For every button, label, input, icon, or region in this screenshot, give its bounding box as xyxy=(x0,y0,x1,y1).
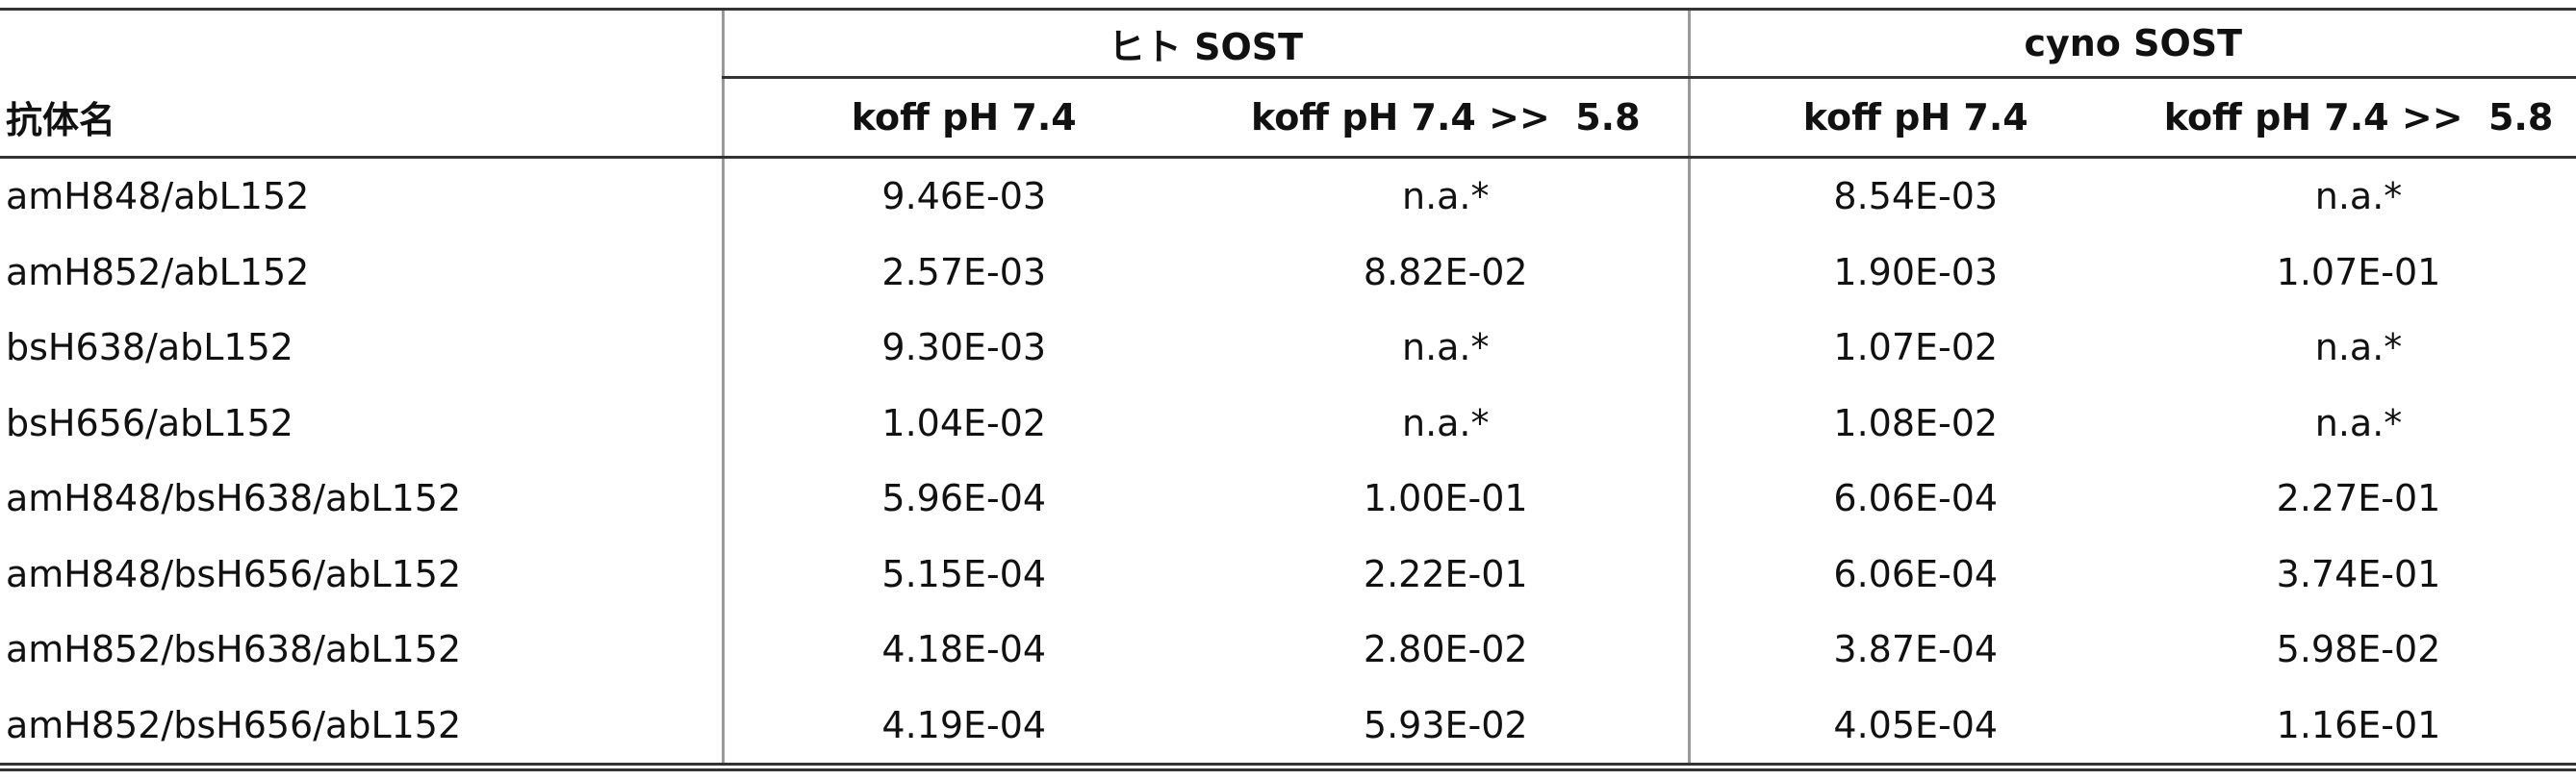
page: ヒト SOST cyno SOST 抗体名 koff pH 7.4 koff p… xyxy=(0,8,2576,780)
koff-value: 4.19E-04 xyxy=(723,688,1204,767)
data-table: ヒト SOST cyno SOST 抗体名 koff pH 7.4 koff p… xyxy=(0,8,2576,771)
group-header: ヒト SOST xyxy=(723,10,1689,78)
koff-value: n.a.* xyxy=(2141,310,2576,386)
koff-value: 2.57E-03 xyxy=(723,235,1204,311)
column-header: koff pH 7.4 >> 5.8 xyxy=(1204,78,1689,158)
koff-value: 2.22E-01 xyxy=(1204,537,1689,613)
antibody-name: amH848/abL152 xyxy=(0,158,723,235)
group-header: cyno SOST xyxy=(1689,10,2576,78)
table-body: amH848/abL1529.46E-03n.a.*8.54E-03n.a.*a… xyxy=(0,158,2576,767)
antibody-name: amH848/bsH656/abL152 xyxy=(0,537,723,613)
koff-value: 6.06E-04 xyxy=(1689,537,2141,613)
koff-value: 1.16E-01 xyxy=(2141,688,2576,767)
antibody-name: bsH656/abL152 xyxy=(0,386,723,462)
koff-value: n.a.* xyxy=(2141,158,2576,235)
koff-value: 3.74E-01 xyxy=(2141,537,2576,613)
antibody-name: amH848/bsH638/abL152 xyxy=(0,461,723,537)
koff-value: 1.07E-02 xyxy=(1689,310,2141,386)
koff-value: 8.54E-03 xyxy=(1689,158,2141,235)
koff-value: 8.82E-02 xyxy=(1204,235,1689,311)
koff-value: 9.30E-03 xyxy=(723,310,1204,386)
koff-value: n.a.* xyxy=(1204,158,1689,235)
table-row: amH852/bsH638/abL1524.18E-042.80E-023.87… xyxy=(0,612,2576,688)
table-row: bsH638/abL1529.30E-03n.a.*1.07E-02n.a.* xyxy=(0,310,2576,386)
antibody-name: amH852/bsH656/abL152 xyxy=(0,688,723,767)
koff-value: n.a.* xyxy=(1204,386,1689,462)
koff-value: 3.87E-04 xyxy=(1689,612,2141,688)
koff-value: 1.04E-02 xyxy=(723,386,1204,462)
koff-value: 5.15E-04 xyxy=(723,537,1204,613)
column-header: koff pH 7.4 xyxy=(723,78,1204,158)
koff-value: 1.08E-02 xyxy=(1689,386,2141,462)
koff-value: 5.96E-04 xyxy=(723,461,1204,537)
group-header-row: ヒト SOST cyno SOST xyxy=(0,10,2576,78)
koff-value: 6.06E-04 xyxy=(1689,461,2141,537)
column-header-row: 抗体名 koff pH 7.4 koff pH 7.4 >> 5.8 koff … xyxy=(0,78,2576,158)
koff-value: 1.07E-01 xyxy=(2141,235,2576,311)
koff-value: 1.00E-01 xyxy=(1204,461,1689,537)
column-header: koff pH 7.4 >> 5.8 xyxy=(2141,78,2576,158)
table-row: amH848/bsH656/abL1525.15E-042.22E-016.06… xyxy=(0,537,2576,613)
table-row: amH848/abL1529.46E-03n.a.*8.54E-03n.a.* xyxy=(0,158,2576,235)
antibody-name: amH852/bsH638/abL152 xyxy=(0,612,723,688)
koff-value: 1.90E-03 xyxy=(1689,235,2141,311)
table-row: bsH656/abL1521.04E-02n.a.*1.08E-02n.a.* xyxy=(0,386,2576,462)
koff-value: 2.27E-01 xyxy=(2141,461,2576,537)
empty-cell xyxy=(0,10,723,78)
koff-value: 5.93E-02 xyxy=(1204,688,1689,767)
table-row: amH852/bsH656/abL1524.19E-045.93E-024.05… xyxy=(0,688,2576,767)
koff-value: 9.46E-03 xyxy=(723,158,1204,235)
koff-value: n.a.* xyxy=(2141,386,2576,462)
koff-value: 4.05E-04 xyxy=(1689,688,2141,767)
table-row: amH848/bsH638/abL1525.96E-041.00E-016.06… xyxy=(0,461,2576,537)
koff-value: 4.18E-04 xyxy=(723,612,1204,688)
koff-value: 5.98E-02 xyxy=(2141,612,2576,688)
koff-value: 2.80E-02 xyxy=(1204,612,1689,688)
column-header: koff pH 7.4 xyxy=(1689,78,2141,158)
antibody-name: amH852/abL152 xyxy=(0,235,723,311)
table-row: amH852/abL1522.57E-038.82E-021.90E-031.0… xyxy=(0,235,2576,311)
antibody-name: bsH638/abL152 xyxy=(0,310,723,386)
column-header: 抗体名 xyxy=(0,78,723,158)
koff-value: n.a.* xyxy=(1204,310,1689,386)
